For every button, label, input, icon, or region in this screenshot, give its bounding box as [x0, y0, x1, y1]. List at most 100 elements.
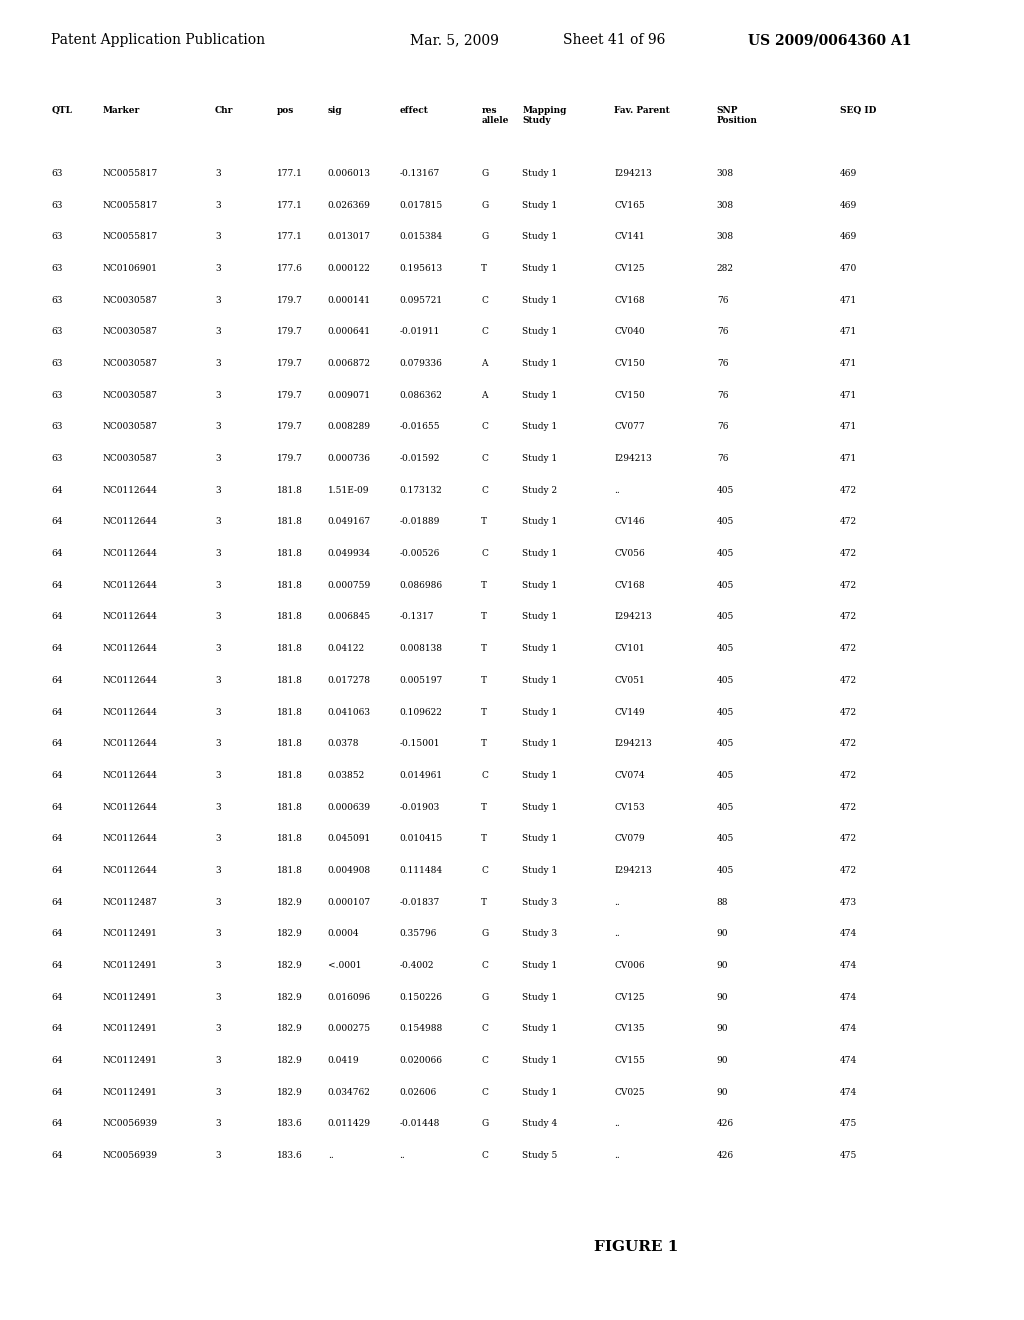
- Text: I294213: I294213: [614, 739, 652, 748]
- Text: 3: 3: [215, 549, 220, 558]
- Text: effect: effect: [399, 106, 428, 115]
- Text: sig: sig: [328, 106, 342, 115]
- Text: C: C: [481, 961, 488, 970]
- Text: 3: 3: [215, 866, 220, 875]
- Text: 64: 64: [51, 549, 62, 558]
- Text: 63: 63: [51, 422, 62, 432]
- Text: 64: 64: [51, 866, 62, 875]
- Text: Study 1: Study 1: [522, 232, 557, 242]
- Text: 76: 76: [717, 422, 728, 432]
- Text: 76: 76: [717, 296, 728, 305]
- Text: 472: 472: [840, 803, 857, 812]
- Text: -0.1317: -0.1317: [399, 612, 434, 622]
- Text: 181.8: 181.8: [276, 517, 302, 527]
- Text: CV165: CV165: [614, 201, 645, 210]
- Text: 64: 64: [51, 708, 62, 717]
- Text: 182.9: 182.9: [276, 898, 302, 907]
- Text: Study 1: Study 1: [522, 264, 557, 273]
- Text: 76: 76: [717, 391, 728, 400]
- Text: Study 1: Study 1: [522, 834, 557, 843]
- Text: Study 1: Study 1: [522, 422, 557, 432]
- Text: C: C: [481, 422, 488, 432]
- Text: 0.020066: 0.020066: [399, 1056, 442, 1065]
- Text: ..: ..: [328, 1151, 334, 1160]
- Text: Study 1: Study 1: [522, 327, 557, 337]
- Text: ..: ..: [614, 1151, 621, 1160]
- Text: NC0112644: NC0112644: [102, 612, 158, 622]
- Text: 3: 3: [215, 676, 220, 685]
- Text: Study 2: Study 2: [522, 486, 557, 495]
- Text: 0.026369: 0.026369: [328, 201, 371, 210]
- Text: 474: 474: [840, 1024, 857, 1034]
- Text: 90: 90: [717, 961, 728, 970]
- Text: 3: 3: [215, 296, 220, 305]
- Text: NC0112644: NC0112644: [102, 486, 158, 495]
- Text: 3: 3: [215, 422, 220, 432]
- Text: CV168: CV168: [614, 581, 645, 590]
- Text: 0.173132: 0.173132: [399, 486, 442, 495]
- Text: 471: 471: [840, 296, 857, 305]
- Text: CV101: CV101: [614, 644, 645, 653]
- Text: 3: 3: [215, 1151, 220, 1160]
- Text: Study 1: Study 1: [522, 454, 557, 463]
- Text: ..: ..: [614, 929, 621, 939]
- Text: T: T: [481, 739, 487, 748]
- Text: 0.086362: 0.086362: [399, 391, 442, 400]
- Text: 308: 308: [717, 169, 734, 178]
- Text: 474: 474: [840, 961, 857, 970]
- Text: NC0056939: NC0056939: [102, 1119, 158, 1129]
- Text: Study 1: Study 1: [522, 612, 557, 622]
- Text: NC0112491: NC0112491: [102, 1088, 158, 1097]
- Text: 181.8: 181.8: [276, 549, 302, 558]
- Text: G: G: [481, 993, 488, 1002]
- Text: 64: 64: [51, 612, 62, 622]
- Text: NC0112644: NC0112644: [102, 803, 158, 812]
- Text: 3: 3: [215, 359, 220, 368]
- Text: T: T: [481, 517, 487, 527]
- Text: Study 1: Study 1: [522, 1024, 557, 1034]
- Text: Study 1: Study 1: [522, 676, 557, 685]
- Text: 472: 472: [840, 581, 857, 590]
- Text: 3: 3: [215, 327, 220, 337]
- Text: NC0056939: NC0056939: [102, 1151, 158, 1160]
- Text: 0.011429: 0.011429: [328, 1119, 371, 1129]
- Text: 471: 471: [840, 422, 857, 432]
- Text: 182.9: 182.9: [276, 929, 302, 939]
- Text: 0.010415: 0.010415: [399, 834, 442, 843]
- Text: SEQ ID: SEQ ID: [840, 106, 877, 115]
- Text: 472: 472: [840, 644, 857, 653]
- Text: 90: 90: [717, 1056, 728, 1065]
- Text: <.0001: <.0001: [328, 961, 361, 970]
- Text: 0.006013: 0.006013: [328, 169, 371, 178]
- Text: 0.034762: 0.034762: [328, 1088, 371, 1097]
- Text: 3: 3: [215, 739, 220, 748]
- Text: 405: 405: [717, 549, 734, 558]
- Text: NC0112644: NC0112644: [102, 676, 158, 685]
- Text: 76: 76: [717, 359, 728, 368]
- Text: CV006: CV006: [614, 961, 645, 970]
- Text: 0.000641: 0.000641: [328, 327, 371, 337]
- Text: 472: 472: [840, 676, 857, 685]
- Text: NC0112644: NC0112644: [102, 549, 158, 558]
- Text: 88: 88: [717, 898, 728, 907]
- Text: 0.006872: 0.006872: [328, 359, 371, 368]
- Text: -0.01911: -0.01911: [399, 327, 439, 337]
- Text: 0.109622: 0.109622: [399, 708, 442, 717]
- Text: NC0030587: NC0030587: [102, 296, 158, 305]
- Text: 177.6: 177.6: [276, 264, 302, 273]
- Text: ..: ..: [399, 1151, 406, 1160]
- Text: T: T: [481, 612, 487, 622]
- Text: 63: 63: [51, 232, 62, 242]
- Text: CV040: CV040: [614, 327, 645, 337]
- Text: Study 1: Study 1: [522, 1056, 557, 1065]
- Text: 3: 3: [215, 264, 220, 273]
- Text: 64: 64: [51, 993, 62, 1002]
- Text: Mar. 5, 2009: Mar. 5, 2009: [410, 33, 499, 48]
- Text: C: C: [481, 486, 488, 495]
- Text: 177.1: 177.1: [276, 169, 302, 178]
- Text: Study 3: Study 3: [522, 929, 557, 939]
- Text: NC0055817: NC0055817: [102, 201, 158, 210]
- Text: -0.01448: -0.01448: [399, 1119, 439, 1129]
- Text: 181.8: 181.8: [276, 834, 302, 843]
- Text: 0.000759: 0.000759: [328, 581, 371, 590]
